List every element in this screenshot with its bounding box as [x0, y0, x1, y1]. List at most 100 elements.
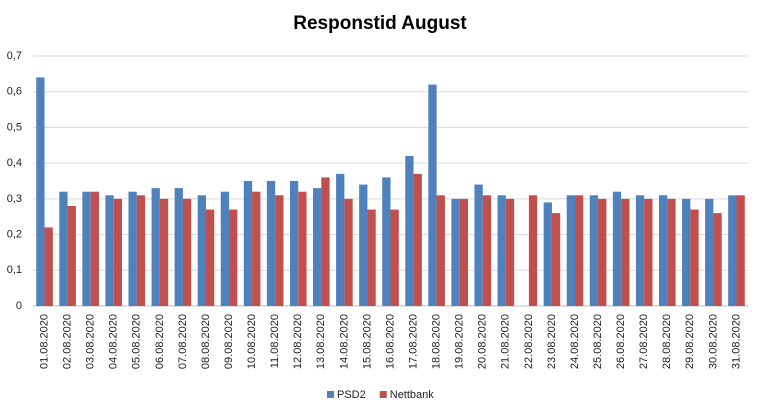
bar: [36, 77, 45, 306]
bar: [44, 227, 53, 306]
y-tick-label: 0,1: [7, 264, 22, 276]
bar: [451, 198, 460, 306]
bar: [105, 195, 114, 306]
chart-title: Responstid August: [293, 13, 467, 34]
bar: [682, 198, 691, 306]
bar: [90, 191, 99, 306]
bar: [321, 177, 330, 306]
x-tick-label: 21.08.2020: [500, 314, 512, 369]
bar: [428, 84, 437, 306]
x-tick-label: 11.08.2020: [269, 314, 281, 368]
bar: [390, 209, 399, 306]
x-tick-label: 08.08.2020: [200, 314, 212, 369]
x-tick-label: 02.08.2020: [62, 314, 74, 369]
bar: [598, 198, 607, 306]
x-tick-label: 07.08.2020: [177, 314, 189, 369]
bar: [690, 209, 699, 306]
bar: [289, 181, 299, 306]
x-tick-label: 31.08.2020: [730, 314, 742, 369]
bar: [151, 188, 160, 306]
x-tick-label: 19.08.2020: [454, 314, 466, 369]
bar: [644, 198, 653, 306]
bar: [128, 191, 137, 306]
x-tick-label: 17.08.2020: [407, 314, 419, 369]
bar: [635, 195, 645, 306]
bar: [713, 213, 722, 306]
bar: [658, 195, 668, 306]
bar: [174, 188, 183, 306]
bar: [313, 188, 322, 306]
bar: [205, 209, 215, 306]
bar: [159, 198, 169, 306]
bar: [298, 191, 307, 306]
x-tick-label: 06.08.2020: [154, 314, 166, 369]
bar: [243, 181, 253, 306]
bar: [413, 173, 422, 306]
x-tick-label: 22.08.2020: [523, 314, 535, 369]
bar: [67, 206, 76, 306]
bar: [367, 209, 376, 306]
bar: [82, 191, 91, 306]
bar: [266, 181, 276, 306]
x-tick-label: 01.08.2020: [38, 314, 50, 369]
bar: [589, 195, 599, 306]
y-tick-label: 0,6: [7, 86, 22, 98]
x-tick-label: 23.08.2020: [546, 314, 558, 369]
x-tick-label: 28.08.2020: [661, 314, 673, 369]
bar: [482, 195, 492, 306]
x-tick-label: 14.08.2020: [338, 314, 350, 369]
bar: [621, 198, 630, 306]
bar: [336, 173, 345, 306]
x-tick-label: 05.08.2020: [131, 314, 143, 369]
x-tick-label: 18.08.2020: [431, 314, 443, 369]
bar: [474, 184, 483, 306]
bar: [59, 191, 68, 306]
y-tick-label: 0,5: [7, 121, 22, 133]
bar: [528, 195, 538, 306]
bar: [344, 198, 353, 306]
bar: [405, 156, 414, 306]
bar: [736, 195, 745, 306]
x-tick-label: 09.08.2020: [223, 314, 235, 369]
y-tick-label: 0,7: [7, 50, 22, 62]
bar: [575, 195, 584, 306]
bar: [566, 195, 576, 306]
x-tick-label: 24.08.2020: [569, 314, 581, 369]
bar: [252, 191, 261, 306]
bar: [543, 202, 552, 306]
x-tick-label: 12.08.2020: [292, 314, 304, 369]
bar: [197, 195, 206, 306]
y-tick-label: 0: [16, 300, 22, 312]
bar: [705, 198, 714, 306]
bar: [436, 195, 445, 306]
y-tick-label: 0,2: [7, 228, 22, 240]
bar: [275, 195, 284, 306]
bar: [667, 198, 676, 306]
bar: [229, 209, 238, 306]
x-tick-label: 16.08.2020: [384, 314, 396, 369]
legend-swatch: [379, 391, 387, 398]
bar: [505, 198, 515, 306]
bar: [728, 195, 737, 306]
bar: [459, 198, 468, 306]
legend-label: PSD2: [337, 389, 366, 401]
x-tick-label: 27.08.2020: [638, 314, 650, 369]
bar: [136, 195, 146, 306]
bar: [359, 184, 368, 306]
legend-label: Nettbank: [390, 389, 435, 401]
x-tick-label: 04.08.2020: [108, 314, 120, 369]
bar: [612, 191, 622, 306]
y-tick-label: 0,4: [7, 157, 22, 169]
bar: [113, 198, 123, 306]
y-tick-label: 0,3: [7, 193, 22, 205]
bar: [220, 191, 230, 306]
x-tick-label: 15.08.2020: [361, 314, 373, 369]
x-tick-label: 10.08.2020: [246, 314, 258, 369]
x-tick-label: 29.08.2020: [684, 314, 696, 369]
x-tick-label: 20.08.2020: [477, 314, 489, 369]
x-tick-label: 03.08.2020: [85, 314, 97, 369]
legend-swatch: [327, 391, 334, 398]
bar: [182, 198, 192, 306]
